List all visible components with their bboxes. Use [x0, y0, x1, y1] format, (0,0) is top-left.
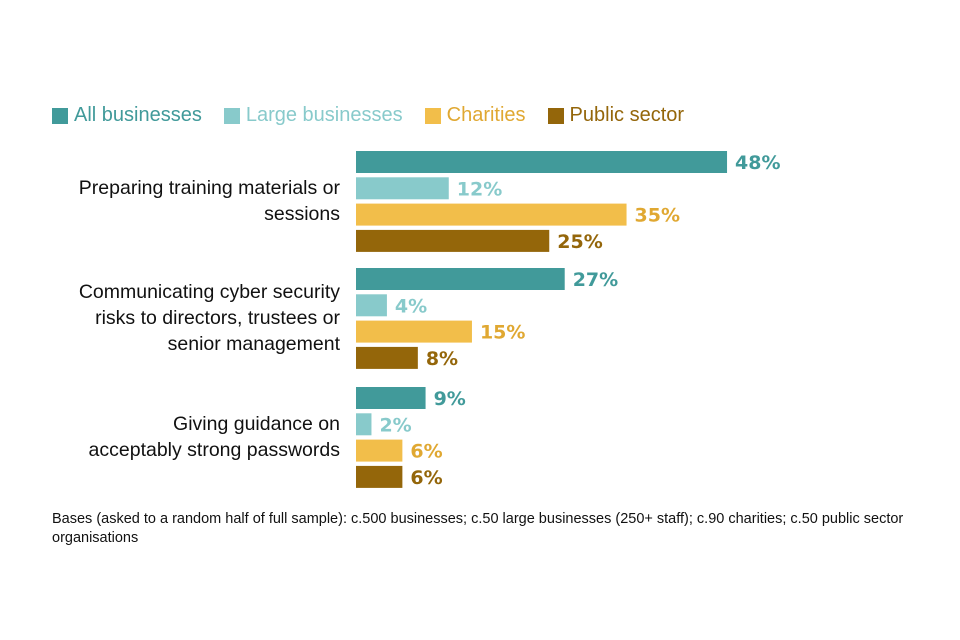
data-label: 6% — [410, 467, 442, 489]
legend-swatch — [547, 107, 564, 124]
data-label: 8% — [426, 348, 458, 370]
bar — [356, 229, 550, 252]
legend-label: Large businesses — [245, 104, 403, 126]
bar — [356, 387, 426, 409]
legend-item: Charities — [424, 104, 526, 127]
category-label-line: risks to directors, trustees or — [95, 307, 340, 330]
data-label: 2% — [379, 414, 411, 436]
legend-item: Public sector — [547, 104, 685, 127]
category-label: Communicating cyber security risks to dir… — [79, 279, 340, 357]
bar — [356, 203, 627, 226]
bar — [356, 346, 418, 369]
data-label: 25% — [557, 231, 602, 253]
bar — [356, 268, 565, 290]
data-label: 27% — [573, 269, 618, 291]
category-label-line: senior management — [167, 333, 340, 356]
legend-swatch — [52, 107, 68, 124]
legend: All businesses Large businesses Charities P… — [52, 104, 684, 127]
bar — [356, 465, 403, 488]
bases-note: Bases (asked to a random half of full sa… — [52, 511, 904, 546]
category-label: Preparing training materials or sessions — [79, 175, 340, 227]
bar — [356, 320, 472, 343]
bar — [356, 177, 449, 200]
legend-label: Charities — [446, 104, 526, 126]
bar — [356, 413, 372, 436]
legend-swatch — [424, 107, 441, 124]
category-label-line: acceptably strong passwords — [88, 439, 340, 462]
bar — [356, 294, 387, 317]
data-label: 9% — [434, 388, 466, 410]
data-label: 4% — [395, 295, 427, 317]
data-label: 48% — [735, 152, 780, 174]
data-label: 12% — [457, 178, 502, 200]
legend-item: Large businesses — [223, 104, 403, 127]
bar — [356, 151, 728, 173]
category-label-line: sessions — [264, 203, 340, 226]
legend-item: All businesses — [52, 104, 202, 127]
category-label-line: Giving guidance on — [173, 413, 340, 436]
category-label-line: Preparing training materials or — [78, 177, 340, 200]
category-label-line: Communicating cyber security — [78, 281, 340, 304]
category-label: Giving guidance on acceptably strong pass… — [89, 411, 340, 463]
legend-label: All businesses — [74, 104, 202, 126]
data-label: 15% — [480, 322, 525, 344]
legend-label: Public sector — [569, 104, 685, 126]
data-label: 35% — [635, 205, 680, 227]
legend-swatch — [223, 107, 240, 124]
bar — [356, 439, 403, 462]
data-label: 6% — [410, 441, 442, 463]
